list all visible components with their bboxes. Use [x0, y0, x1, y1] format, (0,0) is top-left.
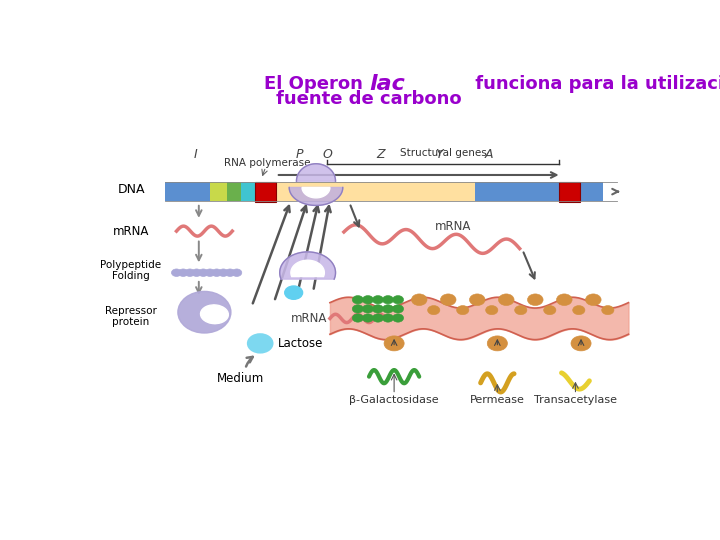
Circle shape	[498, 294, 514, 306]
Ellipse shape	[201, 305, 228, 323]
FancyBboxPatch shape	[255, 183, 475, 201]
Polygon shape	[297, 164, 336, 181]
Text: Medium: Medium	[217, 372, 264, 385]
Circle shape	[212, 269, 222, 276]
Text: O: O	[323, 148, 332, 161]
Circle shape	[248, 334, 272, 353]
Circle shape	[185, 269, 195, 276]
Circle shape	[392, 314, 404, 322]
Text: A: A	[485, 148, 493, 161]
Circle shape	[602, 306, 614, 315]
Circle shape	[352, 314, 364, 322]
Text: Repressor
protein: Repressor protein	[105, 306, 157, 327]
Circle shape	[469, 294, 485, 306]
Circle shape	[544, 306, 556, 315]
Circle shape	[428, 306, 440, 315]
Circle shape	[487, 336, 508, 351]
Text: DNA: DNA	[118, 183, 145, 196]
Circle shape	[384, 336, 404, 351]
Circle shape	[528, 294, 543, 306]
FancyBboxPatch shape	[559, 181, 580, 201]
Text: RNA polymerase: RNA polymerase	[224, 158, 310, 168]
Polygon shape	[302, 187, 330, 198]
Text: Lactose: Lactose	[278, 337, 323, 350]
Circle shape	[485, 306, 498, 315]
FancyBboxPatch shape	[255, 181, 276, 201]
Circle shape	[178, 269, 188, 276]
Circle shape	[372, 295, 384, 304]
Text: mRNA: mRNA	[291, 312, 327, 325]
Circle shape	[205, 269, 215, 276]
Text: Z: Z	[376, 148, 384, 161]
Circle shape	[557, 294, 572, 306]
Circle shape	[232, 269, 242, 276]
Circle shape	[171, 269, 181, 276]
Text: Y: Y	[435, 148, 443, 161]
Text: funciona para la utilización de lactosa como: funciona para la utilización de lactosa …	[369, 75, 720, 93]
Text: lac: lac	[369, 73, 405, 93]
Circle shape	[382, 295, 394, 304]
Text: Polypeptide
Folding: Polypeptide Folding	[100, 260, 161, 281]
Circle shape	[372, 305, 384, 313]
Text: Structural genes: Structural genes	[400, 147, 486, 158]
Text: Transacetylase: Transacetylase	[534, 395, 617, 404]
Circle shape	[362, 314, 374, 322]
Text: I: I	[194, 148, 198, 161]
Text: Permease: Permease	[470, 395, 525, 404]
Circle shape	[572, 306, 585, 315]
Text: β-Galactosidase: β-Galactosidase	[349, 395, 439, 404]
Text: mRNA: mRNA	[112, 225, 149, 238]
Circle shape	[352, 305, 364, 313]
Polygon shape	[291, 260, 324, 276]
Circle shape	[411, 294, 427, 306]
Circle shape	[218, 269, 228, 276]
Circle shape	[372, 314, 384, 322]
Circle shape	[392, 305, 404, 313]
Text: P: P	[295, 148, 303, 161]
Circle shape	[192, 269, 202, 276]
Circle shape	[441, 294, 456, 306]
Circle shape	[392, 295, 404, 304]
Circle shape	[382, 305, 394, 313]
Circle shape	[362, 305, 374, 313]
Circle shape	[362, 295, 374, 304]
FancyBboxPatch shape	[227, 183, 240, 201]
Circle shape	[456, 306, 469, 315]
Text: El Operon: El Operon	[264, 75, 369, 92]
FancyBboxPatch shape	[210, 183, 227, 201]
Polygon shape	[280, 252, 336, 279]
Text: fuente de carbono: fuente de carbono	[276, 90, 462, 108]
Circle shape	[515, 306, 527, 315]
Circle shape	[198, 269, 208, 276]
Circle shape	[585, 294, 601, 306]
Circle shape	[571, 336, 591, 351]
Circle shape	[352, 295, 364, 304]
FancyBboxPatch shape	[240, 183, 255, 201]
Text: mRNA: mRNA	[434, 220, 471, 233]
Circle shape	[284, 286, 302, 299]
FancyBboxPatch shape	[475, 183, 603, 201]
Polygon shape	[289, 187, 343, 205]
Circle shape	[225, 269, 235, 276]
FancyBboxPatch shape	[166, 183, 210, 201]
Circle shape	[382, 314, 394, 322]
Ellipse shape	[178, 292, 231, 333]
